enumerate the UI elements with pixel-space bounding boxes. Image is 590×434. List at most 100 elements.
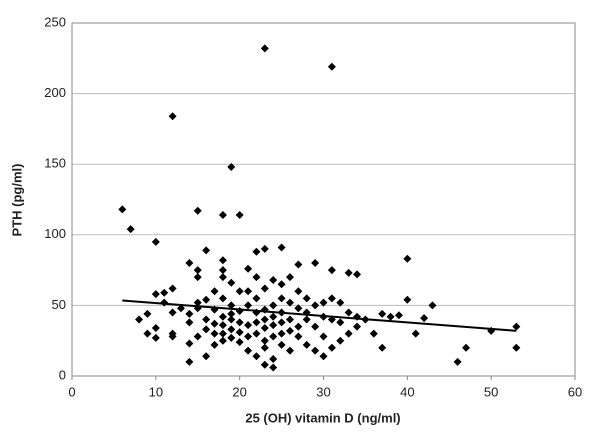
point <box>218 336 227 345</box>
point <box>269 355 278 364</box>
point <box>269 332 278 341</box>
point <box>403 295 412 304</box>
point <box>344 308 353 317</box>
point <box>403 254 412 263</box>
point <box>227 301 236 310</box>
point <box>378 343 387 352</box>
y-tick-label: 200 <box>44 85 66 100</box>
point <box>193 273 202 282</box>
point <box>353 322 362 331</box>
point <box>252 318 261 327</box>
point <box>453 357 462 366</box>
point <box>185 309 194 318</box>
point <box>302 315 311 324</box>
point <box>218 273 227 282</box>
y-tick-label: 250 <box>44 14 66 29</box>
point <box>227 309 236 318</box>
point <box>285 315 294 324</box>
point <box>260 323 269 332</box>
point <box>311 322 320 331</box>
point <box>319 298 328 307</box>
point <box>336 298 345 307</box>
point <box>294 260 303 269</box>
point <box>285 346 294 355</box>
point <box>168 284 177 293</box>
point <box>235 211 244 220</box>
point <box>327 343 336 352</box>
point <box>260 284 269 293</box>
point <box>227 278 236 287</box>
point <box>151 333 160 342</box>
point <box>218 256 227 265</box>
point <box>151 290 160 299</box>
point <box>126 225 135 234</box>
point <box>176 304 185 313</box>
x-tick-label: 10 <box>149 384 163 399</box>
x-tick-label: 50 <box>484 384 498 399</box>
point <box>319 332 328 341</box>
point <box>235 287 244 296</box>
x-axis-label: 25 (OH) vitamin D (ng/ml) <box>245 410 400 425</box>
plot-frame <box>71 22 576 377</box>
point <box>512 322 521 331</box>
point <box>168 332 177 341</box>
point <box>269 301 278 310</box>
point <box>269 363 278 372</box>
point <box>512 343 521 352</box>
point <box>227 315 236 324</box>
point <box>244 332 253 341</box>
point <box>277 243 286 252</box>
point <box>285 273 294 282</box>
point <box>193 206 202 215</box>
point <box>218 312 227 321</box>
point <box>277 280 286 289</box>
point <box>135 315 144 324</box>
point <box>118 205 127 214</box>
x-tick-label: 20 <box>232 384 246 399</box>
point <box>252 329 261 338</box>
point <box>235 328 244 337</box>
point <box>168 112 177 121</box>
point <box>294 332 303 341</box>
point <box>235 338 244 347</box>
point <box>210 340 219 349</box>
point <box>210 319 219 328</box>
point <box>260 343 269 352</box>
point <box>143 329 152 338</box>
point <box>252 352 261 361</box>
x-tick-label: 30 <box>316 384 330 399</box>
point <box>294 322 303 331</box>
point <box>193 266 202 275</box>
point <box>285 298 294 307</box>
x-tick-label: 0 <box>68 384 75 399</box>
point <box>218 211 227 220</box>
point <box>244 264 253 273</box>
point <box>302 294 311 303</box>
point <box>336 318 345 327</box>
point <box>311 259 320 268</box>
point <box>277 340 286 349</box>
point <box>294 304 303 313</box>
point <box>327 266 336 275</box>
point <box>202 295 211 304</box>
point <box>353 270 362 279</box>
point <box>336 336 345 345</box>
point <box>185 339 194 348</box>
point <box>210 287 219 296</box>
point <box>193 332 202 341</box>
x-tick-label: 40 <box>400 384 414 399</box>
point <box>185 318 194 327</box>
point <box>302 340 311 349</box>
trend-line <box>122 299 517 332</box>
point <box>193 298 202 307</box>
point <box>277 318 286 327</box>
point <box>227 163 236 172</box>
point <box>252 247 261 256</box>
point <box>218 329 227 338</box>
point <box>260 360 269 369</box>
point <box>151 237 160 246</box>
point <box>235 307 244 316</box>
point <box>294 287 303 296</box>
y-tick-label: 50 <box>52 297 66 312</box>
point <box>269 312 278 321</box>
